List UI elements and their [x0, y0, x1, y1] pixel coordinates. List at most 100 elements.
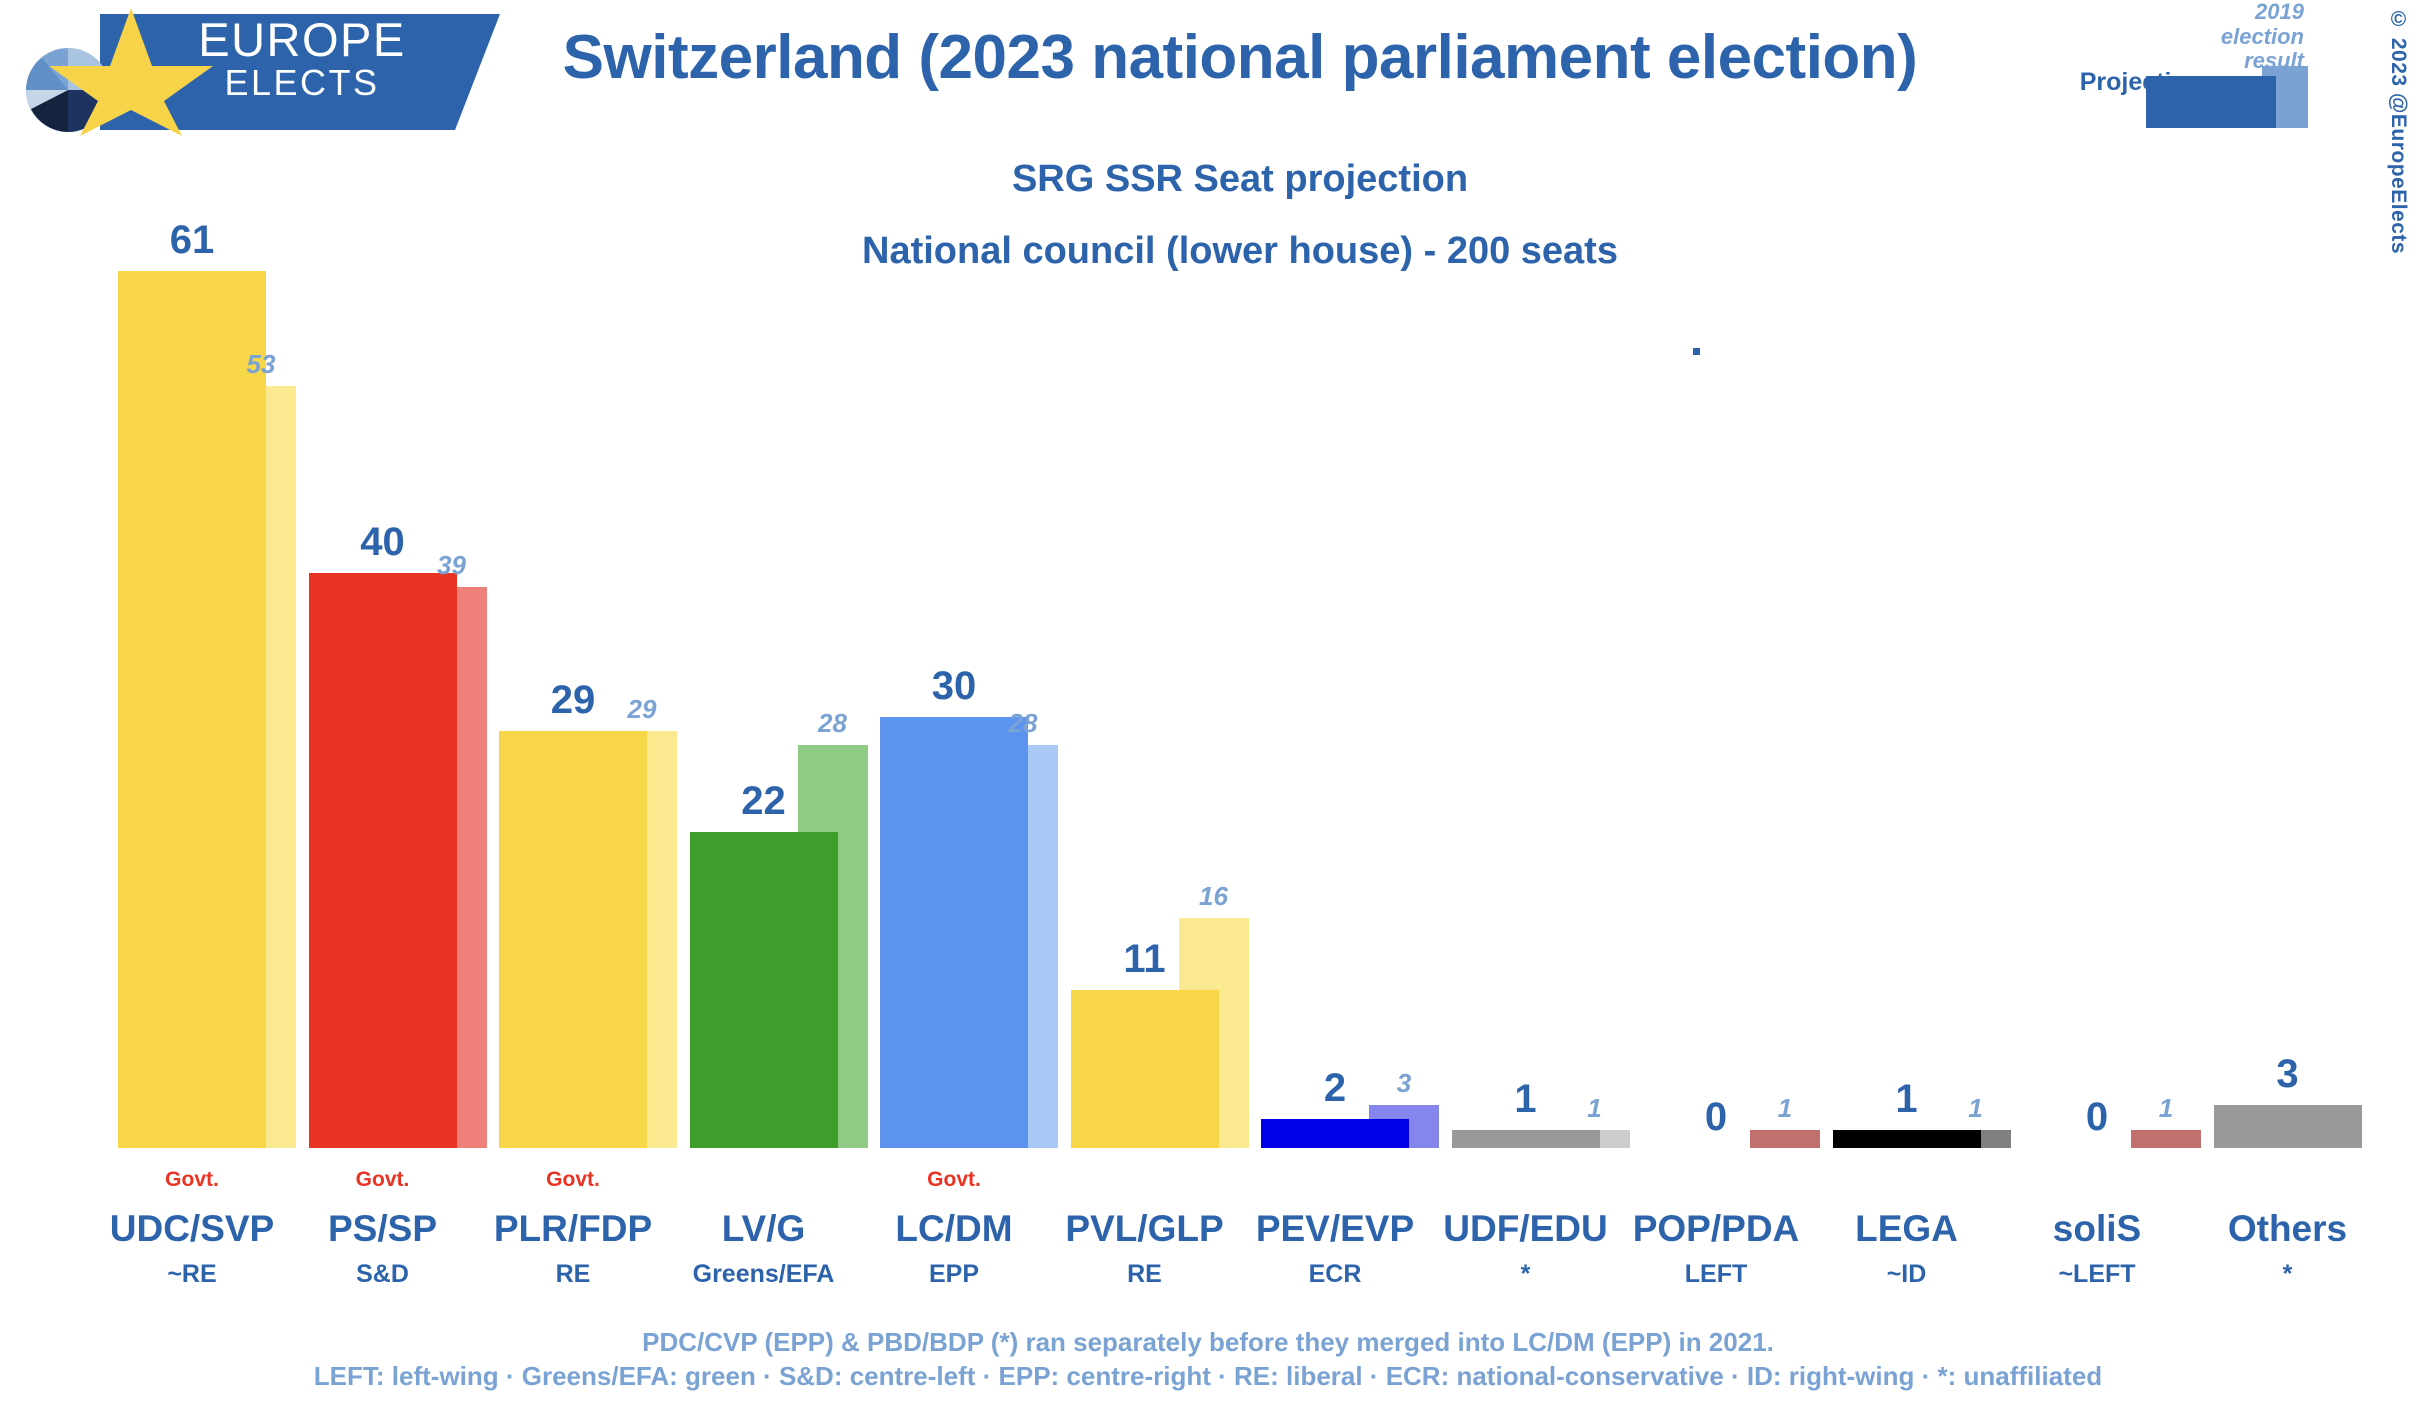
value-previous-plr-fdp: 29 [627, 693, 657, 724]
govt-badge-lv-g [669, 1168, 859, 1194]
value-projection-pvl-glp: 11 [1123, 936, 1166, 981]
bar-projection-others [2213, 1104, 2362, 1148]
bar-projection-ps-sp [308, 572, 457, 1148]
axis-label-others: Others * [2193, 1168, 2383, 1289]
party-name-pev-evp: PEV/EVP [1255, 1208, 1415, 1249]
bar-projection-lega [1832, 1130, 1981, 1148]
axis-label-pop-pda: POP/PDA LEFT [1621, 1168, 1811, 1289]
value-projection-solis: 0 [2085, 1095, 2109, 1139]
bar-projection-pvl-glp [1070, 989, 1219, 1148]
logo-star-icon [49, 8, 213, 136]
govt-badge-pop-pda [1621, 1168, 1811, 1194]
axis-label-udc-svp: Govt. UDC/SVP ~RE [97, 1168, 287, 1289]
euro-group-lv-g: Greens/EFA [692, 1260, 835, 1288]
govt-badge-pev-evp [1240, 1168, 1430, 1194]
value-previous-lc-dm: 28 [1008, 708, 1038, 739]
legend-result-label: 2019 election result [2220, 0, 2304, 74]
party-name-others: Others [2227, 1208, 2348, 1249]
axis-label-lega: LEGA ~ID [1812, 1168, 2002, 1289]
govt-badge-lega [1812, 1168, 2002, 1194]
govt-badge-ps-sp: Govt. [355, 1168, 410, 1191]
value-projection-ps-sp: 40 [360, 519, 405, 564]
value-projection-pop-pda: 0 [1704, 1095, 1728, 1139]
value-previous-udf-edu: 1 [1587, 1093, 1602, 1123]
value-projection-lv-g: 22 [741, 778, 786, 823]
party-name-lega: LEGA [1855, 1208, 1958, 1249]
axis-label-solis: soliS ~LEFT [2002, 1168, 2192, 1289]
euro-group-lc-dm: EPP [928, 1260, 980, 1288]
party-name-solis: soliS [2052, 1208, 2142, 1249]
party-name-lc-dm: LC/DM [895, 1208, 1013, 1249]
value-previous-lega: 1 [1968, 1093, 1983, 1123]
logo-europe-text: EUROPE [198, 13, 406, 66]
bar-projection-lc-dm [880, 716, 1028, 1148]
chart-legend: Projection 2019 election result [2070, 0, 2370, 210]
europe-elects-logo: EUROPE ELECTS [0, 6, 560, 138]
logo-wordmark: EUROPE ELECTS [172, 16, 432, 101]
axis-label-pvl-glp: PVL/GLP RE [1050, 1168, 1240, 1289]
euro-group-plr-fdp: RE [555, 1260, 591, 1288]
euro-group-udf-edu: * [1520, 1260, 1531, 1288]
bar-previous-solis [2131, 1130, 2201, 1148]
bar-projection-udc-svp [118, 270, 266, 1148]
axis-label-pev-evp: PEV/EVP ECR [1240, 1168, 1430, 1289]
euro-group-udc-svp: ~RE [167, 1260, 217, 1288]
axis-label-ps-sp: Govt. PS/SP S&D [288, 1168, 478, 1289]
euro-group-pvl-glp: RE [1127, 1260, 1162, 1288]
axis-label-lv-g: LV/G Greens/EFA [669, 1168, 859, 1289]
logo-banner-shape [26, 8, 500, 136]
party-name-pop-pda: POP/PDA [1632, 1208, 1800, 1249]
value-projection-lc-dm: 30 [931, 663, 977, 708]
value-previous-pop-pda: 1 [1777, 1093, 1793, 1123]
stray-dot-artifact [1693, 348, 1700, 355]
party-name-pvl-glp: PVL/GLP [1065, 1208, 1224, 1249]
footnote-affiliations: LEFT: left-wing · Greens/EFA: green · S&… [313, 1361, 2103, 1392]
footnote-merger: PDC/CVP (EPP) & PBD/BDP (*) ran separate… [642, 1327, 1774, 1357]
value-previous-ps-sp: 39 [437, 550, 466, 581]
value-projection-udf-edu: 1 [1514, 1077, 1537, 1121]
bar-projection-udf-edu [1451, 1130, 1600, 1148]
bar-projection-lv-g [689, 831, 838, 1148]
party-name-udf-edu: UDF/EDU [1443, 1208, 1608, 1249]
euro-group-pev-evp: ECR [1308, 1260, 1362, 1288]
party-name-plr-fdp: PLR/FDP [493, 1208, 653, 1249]
logo-elects-text: ELECTS [224, 62, 380, 103]
govt-badge-others [2193, 1168, 2383, 1194]
value-previous-lv-g: 28 [818, 708, 847, 739]
euro-group-ps-sp: S&D [356, 1260, 409, 1288]
value-projection-lega: 1 [1895, 1077, 1918, 1121]
value-previous-pev-evp: 3 [1396, 1067, 1412, 1098]
party-name-ps-sp: PS/SP [328, 1208, 437, 1249]
value-previous-pvl-glp: 16 [1199, 880, 1228, 911]
value-projection-pev-evp: 2 [1323, 1066, 1347, 1111]
govt-badge-lc-dm: Govt. [927, 1168, 981, 1191]
euro-group-others: * [2282, 1260, 2293, 1288]
axis-label-lc-dm: Govt. LC/DM EPP [859, 1168, 1049, 1289]
chart-subtitle-source: SRG SSR Seat projection [1011, 158, 1469, 200]
value-projection-udc-svp: 61 [169, 217, 215, 262]
govt-badge-pvl-glp [1050, 1168, 1240, 1194]
value-projection-others: 3 [2276, 1051, 2299, 1096]
bar-previous-pop-pda [1750, 1130, 1820, 1148]
axis-label-udf-edu: UDF/EDU * [1431, 1168, 1621, 1289]
bar-projection-plr-fdp [499, 730, 647, 1148]
party-name-lv-g: LV/G [721, 1208, 806, 1249]
copyright-notice: © 2023 @EuropeElects [2387, 8, 2410, 255]
govt-badge-udc-svp: Govt. [165, 1168, 219, 1191]
value-previous-udc-svp: 53 [246, 348, 276, 379]
euro-group-solis: ~LEFT [2058, 1260, 2136, 1288]
party-name-udc-svp: UDC/SVP [109, 1208, 275, 1249]
value-previous-solis: 1 [2158, 1093, 2174, 1123]
page-title: Switzerland (2023 national parliament el… [562, 23, 1918, 92]
govt-badge-solis [2002, 1168, 2192, 1194]
euro-group-lega: ~ID [1886, 1260, 1927, 1288]
chart-footnotes: PDC/CVP (EPP) & PBD/BDP (*) ran separate… [0, 1325, 2416, 1394]
value-projection-plr-fdp: 29 [550, 677, 596, 722]
axis-label-plr-fdp: Govt. PLR/FDP RE [478, 1168, 668, 1289]
legend-swatch-projection [2146, 76, 2276, 128]
chart-subtitle-chamber: National council (lower house) - 200 sea… [862, 230, 1618, 272]
govt-badge-udf-edu [1431, 1168, 1621, 1194]
bar-projection-pev-evp [1261, 1119, 1409, 1148]
govt-badge-plr-fdp: Govt. [546, 1168, 600, 1191]
